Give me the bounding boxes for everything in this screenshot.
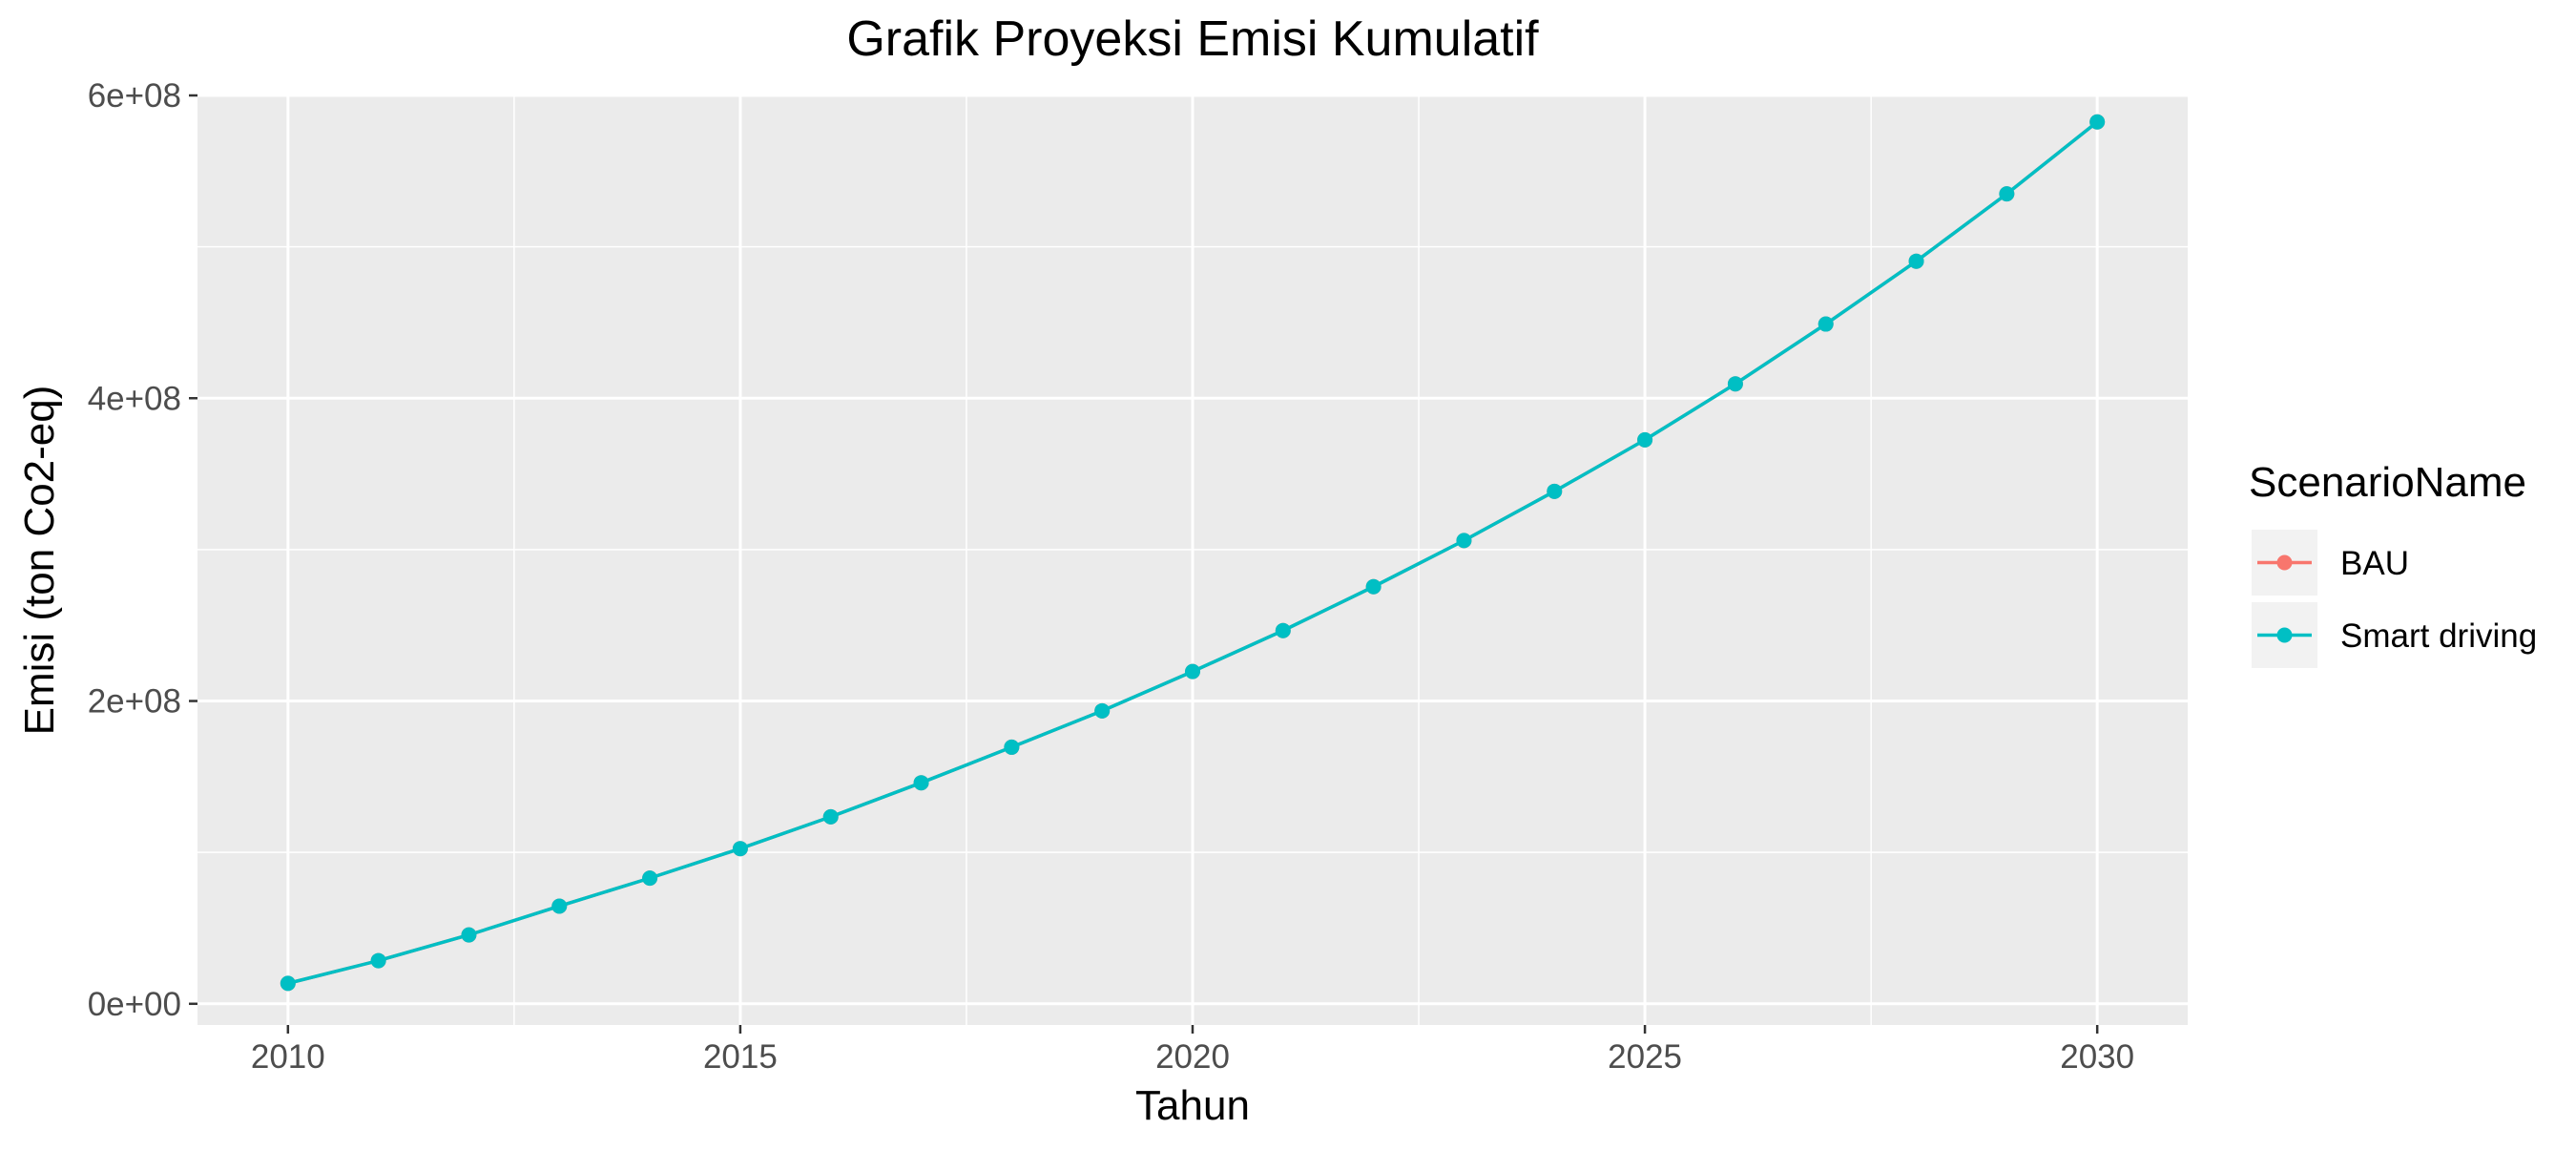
- data-point-1-13: [1456, 533, 1472, 549]
- data-point-1-3: [551, 898, 568, 914]
- data-point-1-20: [2089, 114, 2106, 130]
- data-point-1-8: [1004, 739, 1020, 755]
- data-point-1-14: [1547, 483, 1563, 499]
- data-point-1-12: [1365, 578, 1381, 595]
- y-tick-label: 2e+08: [88, 683, 181, 721]
- y-tick-label: 4e+08: [88, 380, 181, 417]
- y-tick-label: 6e+08: [88, 77, 181, 115]
- data-point-1-0: [280, 975, 296, 992]
- legend-key-point-1: [2276, 627, 2293, 643]
- x-tick-label: 2025: [1608, 1038, 1682, 1076]
- legend-label-0: BAU: [2340, 545, 2409, 582]
- data-point-1-2: [461, 927, 477, 943]
- x-tick-label: 2020: [1155, 1038, 1230, 1076]
- x-tick-label: 2015: [703, 1038, 778, 1076]
- data-point-1-5: [732, 841, 748, 857]
- chart-title: Grafik Proyeksi Emisi Kumulatif: [846, 11, 1539, 67]
- legend-key-point-0: [2276, 554, 2293, 571]
- data-point-1-16: [1727, 376, 1743, 392]
- legend-title: ScenarioName: [2249, 459, 2526, 506]
- y-tick-label: 0e+00: [88, 986, 181, 1023]
- data-point-1-18: [1908, 253, 1924, 269]
- data-point-1-7: [913, 775, 929, 791]
- legend-label-1: Smart driving: [2340, 617, 2537, 655]
- data-point-1-6: [822, 808, 839, 825]
- data-point-1-15: [1637, 431, 1653, 448]
- data-point-1-4: [642, 870, 658, 887]
- data-point-1-9: [1094, 702, 1111, 719]
- data-point-1-19: [1999, 186, 2015, 202]
- x-tick-label: 2030: [2060, 1038, 2134, 1076]
- data-point-1-17: [1818, 316, 1834, 332]
- data-point-1-10: [1185, 663, 1200, 680]
- x-axis-title: Tahun: [1135, 1082, 1250, 1129]
- data-point-1-11: [1275, 622, 1291, 638]
- x-tick-label: 2010: [251, 1038, 325, 1076]
- data-point-1-1: [370, 952, 386, 969]
- y-axis-title: Emisi (ton Co2-eq): [16, 386, 63, 736]
